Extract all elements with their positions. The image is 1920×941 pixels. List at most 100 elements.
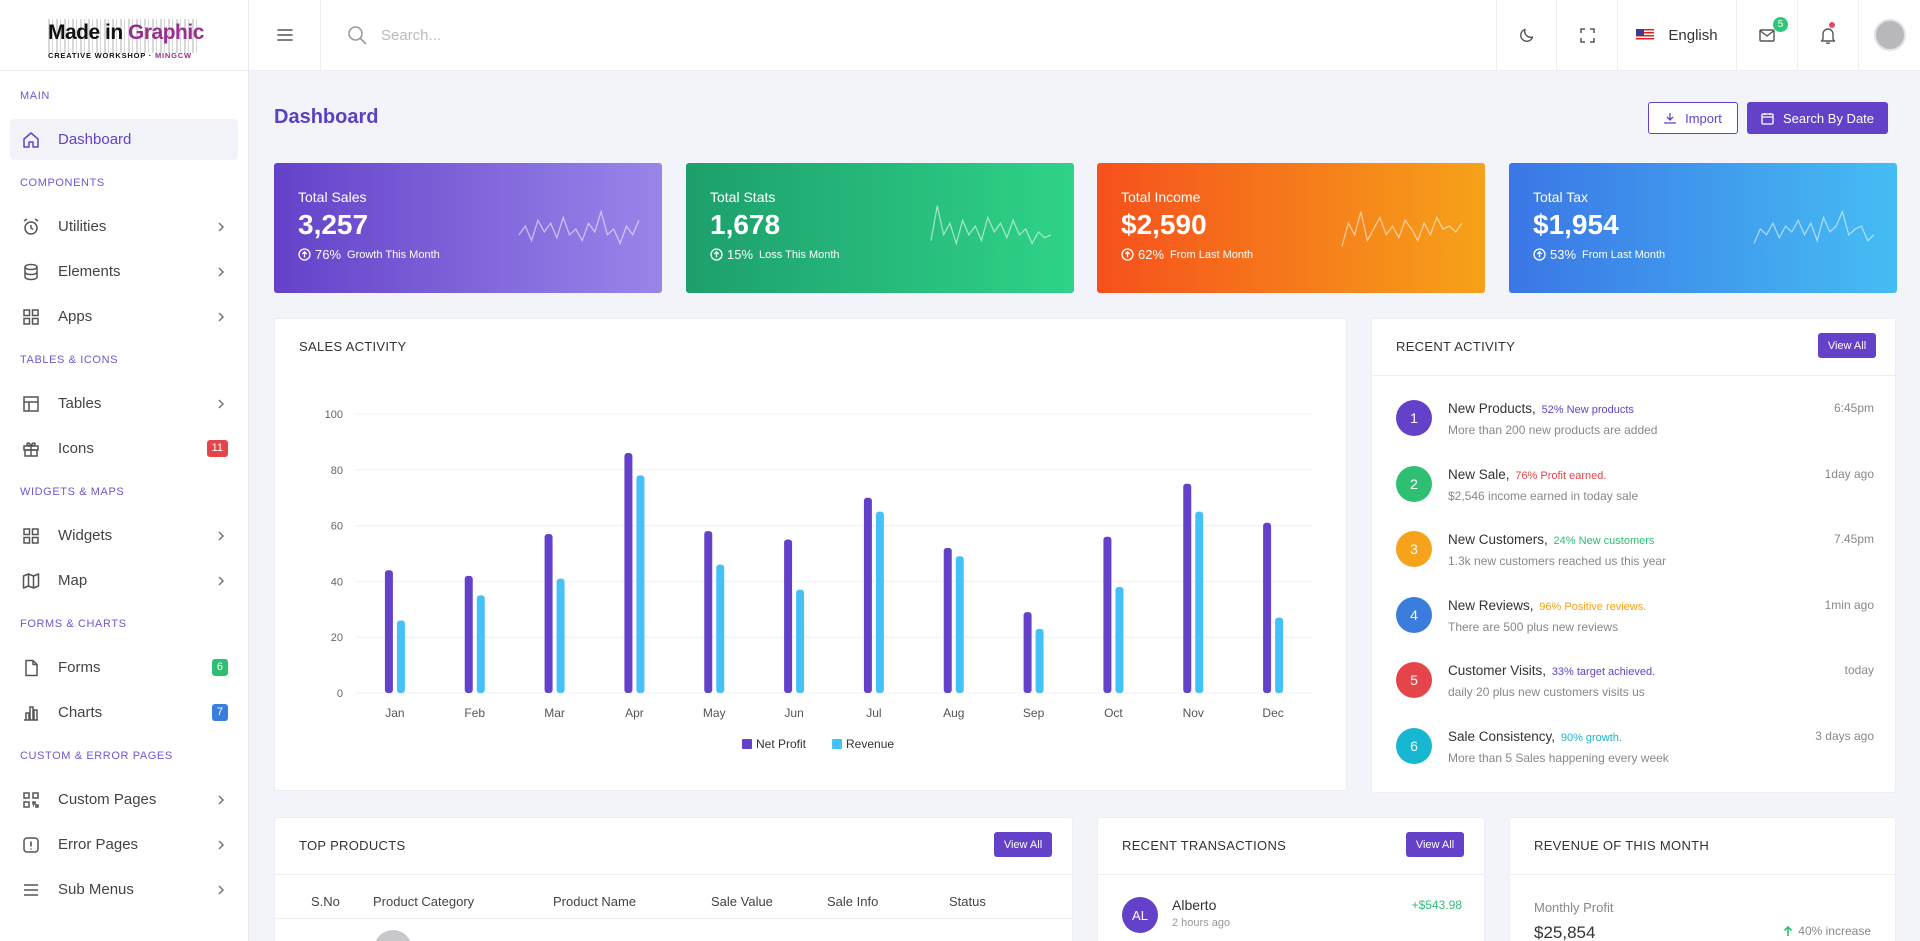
sidebar-item-label: Apps	[58, 308, 93, 325]
activity-item[interactable]: 3 New Customers, 24% New customers 1.3k ne…	[1396, 531, 1874, 571]
transaction-item[interactable]: AL Alberto 2 hours ago +$543.98	[1122, 897, 1462, 937]
fullscreen-icon	[1579, 27, 1595, 43]
bar-revenue	[1115, 586, 1124, 693]
activity-description: 1.3k new customers reached us this year	[1448, 554, 1667, 568]
sidebar-item-label: Widgets	[58, 527, 113, 544]
stat-note: From Last Month	[1170, 248, 1254, 261]
bar-chart-icon	[22, 704, 40, 722]
activity-number: 4	[1396, 596, 1432, 633]
messages-button[interactable]: 5	[1736, 0, 1797, 71]
legend-label: Net Profit	[756, 737, 807, 751]
profile-button[interactable]	[1858, 0, 1920, 71]
table-header-s-no: S.No	[311, 894, 340, 909]
bar-net-profit	[1183, 483, 1192, 693]
arrow-circle-icon	[710, 248, 723, 261]
x-tick-label: Jul	[866, 706, 881, 720]
sidebar-item-sub-menus[interactable]: Sub Menus	[10, 869, 238, 910]
sidebar-item-label: Custom Pages	[58, 791, 157, 808]
x-tick-label: Feb	[464, 706, 485, 720]
sidebar-item-custom-pages[interactable]: Custom Pages	[10, 779, 238, 820]
stat-card-total-stats: Total Stats 1,678 15% Loss This Month	[686, 163, 1074, 293]
top-products-view-all-button[interactable]: View All	[994, 832, 1052, 857]
sidebar-item-label: Charts	[58, 704, 103, 721]
avatar	[1873, 19, 1906, 51]
activity-item[interactable]: 5 Customer Visits, 33% target achieved. da…	[1396, 662, 1874, 702]
transactions-view-all-button[interactable]: View All	[1406, 832, 1464, 857]
stat-percent: 76%	[315, 247, 342, 262]
sidebar: Made in Graphic CREATIVE WORKSHOP · MING…	[0, 0, 249, 941]
activity-time: 1day ago	[1824, 466, 1874, 481]
search-by-date-button[interactable]: Search By Date	[1747, 102, 1888, 134]
chevron-right-icon	[214, 220, 228, 234]
search-input[interactable]	[381, 26, 781, 44]
stat-percent: 15%	[727, 247, 754, 262]
activity-time: 7.45pm	[1833, 532, 1874, 546]
alarm-icon	[22, 217, 40, 236]
logo-subtitle: CREATIVE WORKSHOP · MINGCW	[48, 51, 192, 60]
us-flag-icon	[1636, 29, 1655, 41]
sidebar-item-label: Icons	[58, 440, 94, 457]
logo-text: Made in Graphic	[48, 21, 204, 44]
activity-time: 1min ago	[1824, 597, 1874, 612]
bar-revenue	[955, 556, 964, 693]
database-icon	[22, 263, 40, 281]
activity-item[interactable]: 1 New Products, 52% New products More than…	[1396, 400, 1874, 440]
home-icon	[22, 131, 40, 149]
dark-mode-button[interactable]	[1496, 0, 1556, 71]
sidebar-item-icons[interactable]: Icons 11	[10, 428, 238, 469]
legend-swatch	[742, 739, 752, 749]
menu-toggle-button[interactable]	[249, 0, 321, 71]
sidebar-item-tables[interactable]: Tables	[10, 383, 238, 424]
chevron-right-icon	[214, 397, 228, 411]
sidebar-item-elements[interactable]: Elements	[10, 251, 238, 292]
chevron-right-icon	[214, 265, 228, 279]
sparkline-path	[1753, 209, 1875, 244]
count-badge: 7	[211, 704, 228, 721]
sidebar-item-widgets[interactable]: Widgets	[10, 515, 238, 556]
legend-swatch	[832, 739, 842, 749]
stat-title: Total Sales	[298, 189, 367, 205]
fullscreen-button[interactable]	[1556, 0, 1617, 71]
language-selector[interactable]: English	[1617, 0, 1736, 71]
sidebar-item-charts[interactable]: Charts 7	[10, 692, 238, 733]
sidebar-item-error-pages[interactable]: Error Pages	[10, 824, 238, 865]
sidebar-item-apps[interactable]: Apps	[10, 296, 238, 337]
sidebar-item-map[interactable]: Map	[10, 560, 238, 601]
search-icon	[348, 26, 367, 45]
import-button[interactable]: Import	[1648, 102, 1738, 134]
sidebar-item-utilities[interactable]: Utilities	[10, 206, 238, 247]
recent-activity-view-all-button[interactable]: View All	[1818, 333, 1876, 358]
bar-revenue	[875, 511, 884, 693]
arrow-circle-icon	[1533, 248, 1546, 261]
y-tick-label: 80	[331, 465, 343, 477]
x-tick-label: Apr	[625, 706, 644, 720]
y-tick-label: 60	[331, 521, 343, 533]
nav-section-title: Components	[20, 177, 105, 189]
activity-item[interactable]: 4 New Reviews, 96% Positive reviews. There…	[1396, 596, 1874, 637]
sidebar-item-label: Tables	[58, 395, 102, 412]
activity-item[interactable]: 6 Sale Consistency, 90% growth. More than …	[1396, 727, 1874, 768]
menu-icon	[22, 881, 40, 899]
activity-item[interactable]: 2 New Sale, 76% Profit earned. $2,546 inco…	[1396, 465, 1874, 506]
stat-note: Growth This Month	[347, 248, 440, 261]
activity-description: More than 200 new products are added	[1448, 423, 1658, 437]
hamburger-icon	[276, 29, 293, 41]
bar-net-profit	[1263, 522, 1272, 693]
logo[interactable]: Made in Graphic CREATIVE WORKSHOP · MING…	[0, 0, 248, 71]
sales-activity-title: SALES ACTIVITY	[299, 339, 407, 354]
y-tick-label: 20	[331, 632, 343, 644]
sidebar-item-dashboard[interactable]: Dashboard	[10, 119, 238, 160]
chevron-right-icon	[214, 529, 228, 543]
product-thumbnail	[374, 930, 412, 941]
stat-note: Loss This Month	[759, 248, 840, 261]
stat-card-total-tax: Total Tax $1,954 53% From Last Month	[1509, 163, 1897, 293]
notifications-button[interactable]	[1797, 0, 1858, 71]
recent-activity-title: RECENT ACTIVITY	[1396, 339, 1516, 354]
transaction-avatar: AL	[1122, 897, 1158, 933]
bar-net-profit	[784, 539, 793, 693]
bar-net-profit	[544, 533, 553, 693]
transaction-time: 2 hours ago	[1172, 917, 1231, 929]
nav-section-title: Tables & Icons	[20, 354, 119, 366]
sidebar-nav: Main Dashboard Components Utilities Elements…	[0, 71, 248, 910]
sidebar-item-forms[interactable]: Forms 6	[10, 647, 238, 688]
